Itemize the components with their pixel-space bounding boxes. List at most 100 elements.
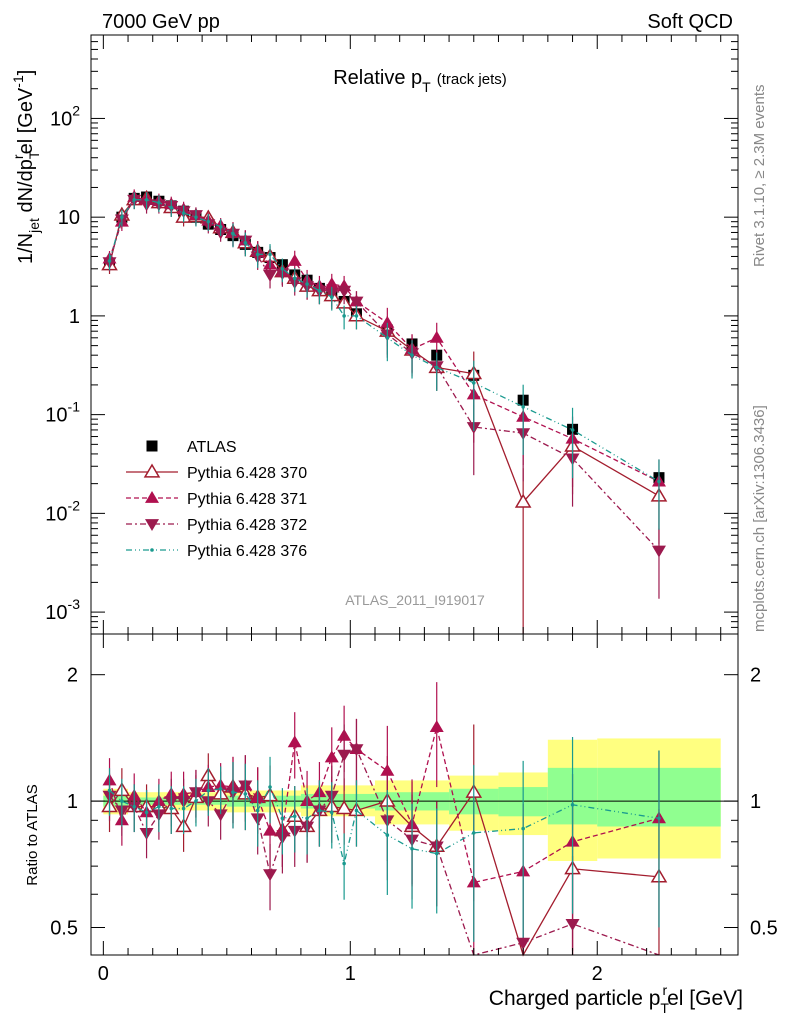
main-ytick-label-exp: -3 (68, 596, 81, 612)
ratio-line-0 (109, 774, 660, 957)
legend-marker (145, 519, 159, 531)
main-title-text: Relative p (333, 67, 422, 89)
legend-entry-1: Pythia 6.428 370 (126, 463, 307, 482)
main-point (657, 479, 661, 484)
ratio-ytick-label-right-2: 2 (750, 665, 761, 687)
main-point (471, 381, 476, 385)
ratio-point (107, 788, 112, 793)
ratio-point (521, 826, 525, 831)
ratio-xlabel: Charged particle pTrel [GeV] (489, 982, 743, 1016)
ratio-point (132, 804, 137, 809)
ratio-ylabel: Ratio to ATLAS (24, 784, 41, 885)
ratio-point (268, 785, 272, 789)
header-left: 7000 GeV pp (102, 11, 220, 33)
ratio-ytick-label-left-0: 0.5 (50, 917, 78, 939)
legend-entry-0: ATLAS (146, 439, 237, 456)
ratio-point (380, 763, 395, 776)
legend-label: Pythia 6.428 372 (187, 517, 307, 534)
ratio-point (305, 816, 309, 821)
ratio-point (287, 735, 302, 748)
ratio-point (157, 804, 161, 809)
legend-entry-3: Pythia 6.428 372 (126, 517, 307, 534)
legend-entry-4: Pythia 6.428 376 (126, 543, 307, 560)
main-ytick-label-exp: 2 (72, 102, 80, 118)
main-point (243, 241, 248, 245)
legend: ATLAS Pythia 6.428 370 Pythia 6.428 371 Pyt… (126, 439, 307, 560)
main-ytick-label-exp: -2 (68, 497, 81, 513)
main-point (305, 282, 309, 286)
main-point (521, 405, 525, 409)
main-point (206, 219, 211, 224)
ratio-line-2 (109, 748, 660, 956)
main-point (570, 428, 575, 432)
main-ylabel-b: dN/dp (15, 159, 37, 218)
main-series-4 (107, 192, 661, 530)
main-point (280, 266, 285, 271)
ratio-point (243, 792, 248, 796)
ratio-point (337, 749, 352, 762)
main-ylabel-c-sup: -1 (10, 75, 26, 88)
legend-entry-2: Pythia 6.428 371 (126, 491, 307, 508)
side-label-top: Rivet 3.1.10, ≥ 2.3M events (751, 85, 768, 268)
ratio-point (231, 790, 235, 794)
ratio-point (280, 816, 285, 821)
main-ylabel-b-sup: r (10, 154, 26, 159)
main-ytick-label-4: 10 (58, 207, 80, 229)
main-point (120, 215, 124, 219)
ratio-point (657, 816, 661, 821)
ratio-point (385, 833, 390, 837)
main-ytick-label-0: 10-3 (45, 596, 80, 624)
main-line-4 (108, 199, 660, 483)
main-point (157, 200, 161, 205)
ratio-ytick-label-right-1: 1 (750, 791, 761, 813)
ratio-point (213, 809, 228, 822)
main-point (263, 270, 278, 282)
ratio-point (354, 808, 359, 813)
ratio-point (218, 786, 223, 791)
main-point (337, 285, 352, 298)
ratio-ytick-label-right-0: 0.5 (750, 917, 778, 939)
main-ytick-label-exp: -1 (68, 399, 81, 415)
main-ylabel-a-sub: jet (26, 218, 42, 234)
main-point (181, 211, 186, 215)
main-ylabel-b-sub: T (26, 150, 42, 159)
main-point (349, 296, 364, 309)
ratio-point (169, 806, 174, 811)
labels: 7000 GeV pp Soft QCD Rivet 3.1.10, ≥ 2.3… (10, 11, 768, 1016)
ratio-ytick-label-left-2: 2 (67, 665, 78, 687)
ratio-point (335, 800, 353, 815)
series-layer (101, 189, 668, 957)
main-point (132, 197, 137, 202)
main-title: Relative pT (track jets) (333, 67, 507, 95)
ratio-point (570, 802, 575, 807)
main-series-3 (102, 192, 666, 599)
main-ytick-label-3: 1 (69, 306, 80, 328)
side-label-bottom: mcplots.cern.ch [arXiv:1306.3436] (751, 405, 768, 632)
main-ytick-label-base: 10 (58, 207, 80, 229)
main-ylabel: 1/Njet dN/dpTrel [GeV-1] (10, 70, 42, 264)
main-point (342, 314, 346, 318)
main-point (255, 252, 260, 257)
ratio-point (317, 808, 322, 813)
legend-label: Pythia 6.428 371 (187, 491, 307, 508)
xtick-label-2: 2 (592, 963, 603, 985)
main-ytick-label-2: 10-1 (45, 399, 80, 427)
legend-marker (145, 491, 159, 503)
main-ytick-label-base: 1 (69, 306, 80, 328)
ratio-ytick-label-left-1: 1 (67, 791, 78, 813)
ratio-point (342, 861, 346, 866)
legend-label: Pythia 6.428 370 (187, 465, 307, 482)
ratio-point (324, 750, 339, 763)
main-point (231, 231, 235, 236)
main-ylabel-a: 1/N (15, 233, 37, 264)
ratio-point (292, 814, 297, 819)
main-ytick-label-base: 10 (45, 503, 67, 525)
legend-label: Pythia 6.428 376 (187, 543, 307, 560)
header-right: Soft QCD (647, 11, 733, 33)
main-point (429, 330, 444, 343)
main-series-1 (101, 189, 668, 634)
ratio-point (194, 799, 198, 803)
ratio-point (429, 720, 444, 733)
main-title-suffix: (track jets) (437, 71, 507, 88)
